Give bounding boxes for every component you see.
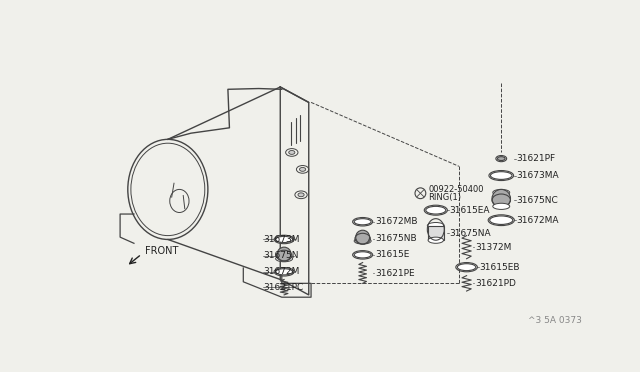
Text: 31675N: 31675N [263,251,299,260]
Text: 00922-50400: 00922-50400 [428,185,484,194]
Ellipse shape [428,237,444,243]
Ellipse shape [300,167,306,171]
Ellipse shape [490,216,513,224]
Circle shape [492,189,511,208]
Ellipse shape [298,193,304,197]
Ellipse shape [289,151,295,154]
Ellipse shape [354,252,371,258]
Ellipse shape [490,172,512,179]
Ellipse shape [493,203,509,209]
Text: 31615E: 31615E [375,250,410,259]
Bar [428,226,444,240]
Text: 31675NC: 31675NC [516,196,558,205]
Ellipse shape [458,264,476,271]
Text: 31672MA: 31672MA [516,216,559,225]
Text: 31615EA: 31615EA [450,206,490,215]
Ellipse shape [428,222,444,229]
Text: 31621PD: 31621PD [475,279,516,288]
Text: FRONT: FRONT [145,246,178,256]
Text: 31675NA: 31675NA [450,229,492,238]
Ellipse shape [426,206,446,214]
Ellipse shape [493,189,509,196]
Circle shape [356,230,369,244]
Text: 31673M: 31673M [263,235,300,244]
Ellipse shape [276,256,292,262]
Text: 31673MA: 31673MA [516,171,559,180]
Text: 31621PC: 31621PC [263,283,303,292]
Text: 31615EB: 31615EB [480,263,520,272]
Text: 31675NB: 31675NB [375,234,417,243]
Text: 31372M: 31372M [475,243,511,251]
Circle shape [277,247,291,261]
Text: 31672MB: 31672MB [375,217,417,226]
Text: 31621PF: 31621PF [516,154,556,163]
Text: 31621PE: 31621PE [375,269,415,278]
Ellipse shape [497,157,505,161]
Text: 31672M: 31672M [263,267,300,276]
Ellipse shape [354,219,371,225]
Ellipse shape [354,238,371,244]
Text: RING(1): RING(1) [428,193,461,202]
Text: ^3 5A 0373: ^3 5A 0373 [528,316,582,325]
Ellipse shape [276,269,292,275]
Ellipse shape [276,236,292,243]
